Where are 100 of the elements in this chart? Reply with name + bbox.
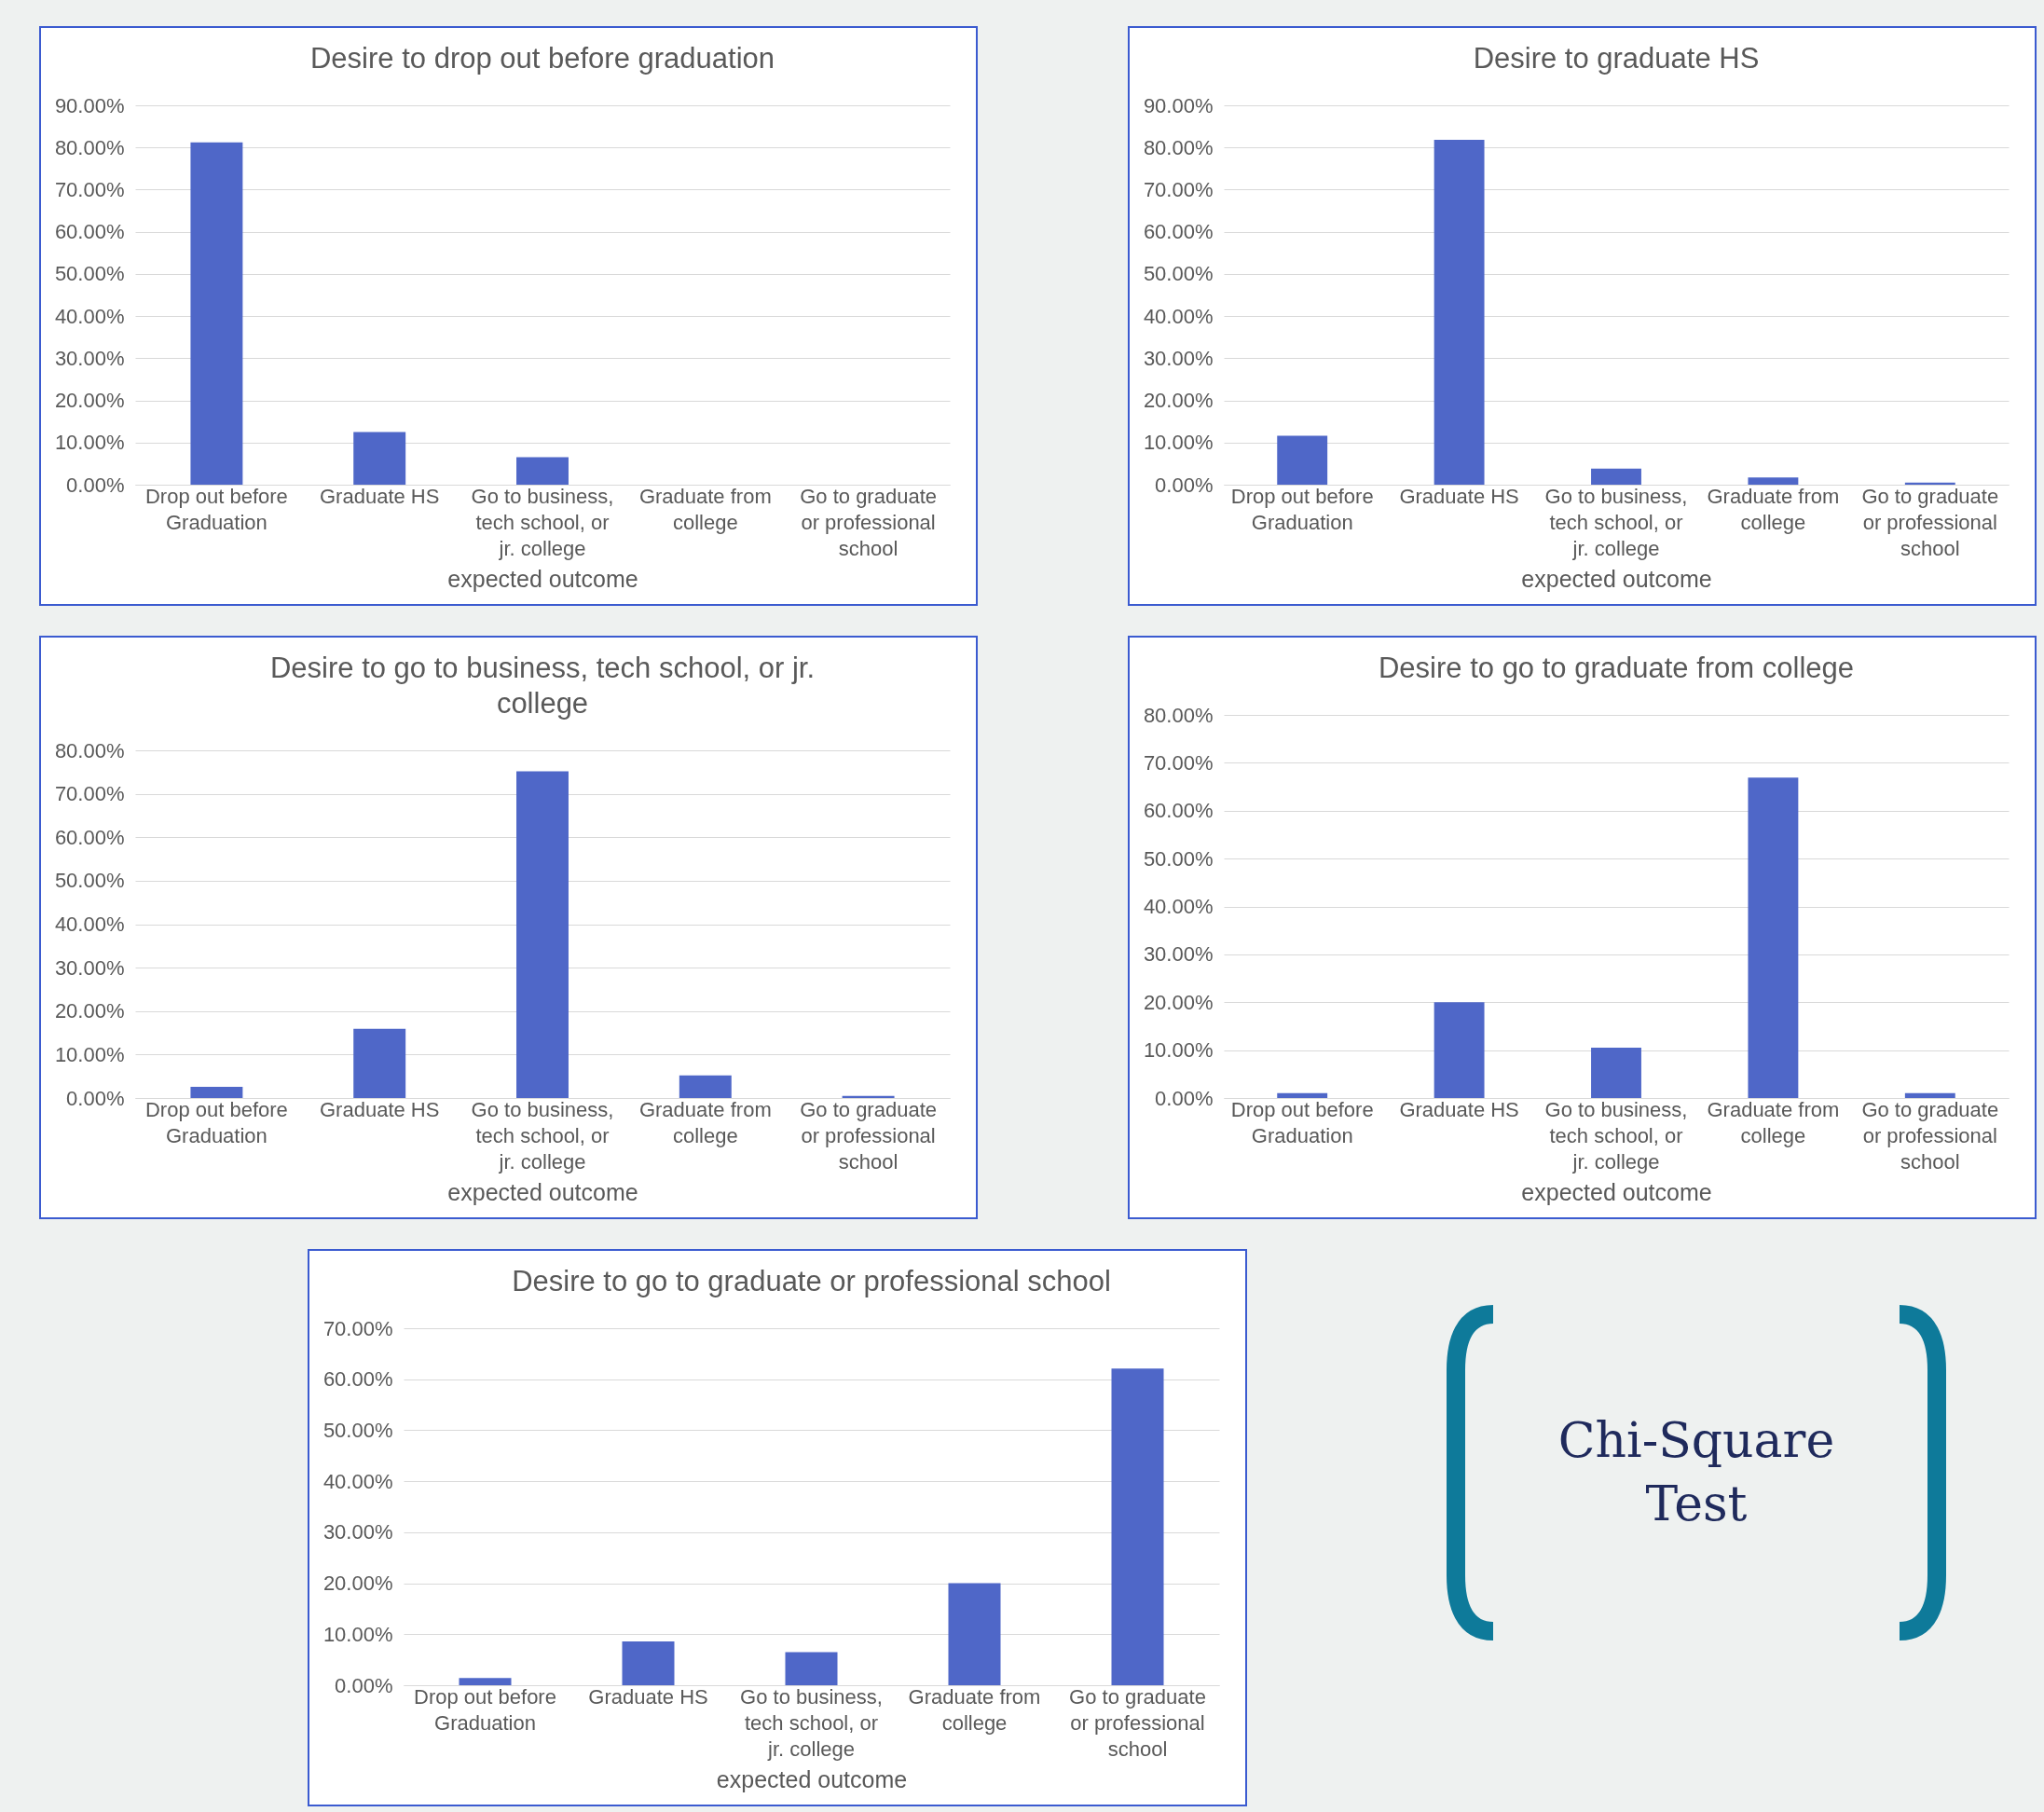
bar: [785, 1652, 838, 1685]
bar: [1591, 468, 1641, 485]
y-tick-label: 60.00%: [1143, 220, 1214, 244]
x-axis-title: expected outcome: [1521, 565, 1712, 592]
y-tick-label: 80.00%: [1143, 135, 1214, 159]
y-tick-label: 40.00%: [1143, 304, 1214, 328]
bar: [1591, 1048, 1641, 1098]
bar: [459, 1678, 512, 1685]
x-tick-label: Go to business, tech school, or jr. college: [471, 1097, 614, 1174]
x-tick-label: Graduate HS: [1399, 484, 1519, 508]
y-tick-label: 20.00%: [54, 999, 125, 1023]
chart-title: Desire to drop out before graduation: [309, 42, 775, 75]
x-tick-label: Drop out before Graduation: [1230, 1097, 1374, 1147]
bar: [516, 771, 569, 1098]
y-tick-label: 80.00%: [54, 738, 125, 762]
y-tick-label: 80.00%: [1143, 703, 1214, 727]
x-tick-label: Graduate HS: [588, 1684, 708, 1709]
x-axis-title: expected outcome: [447, 1178, 638, 1205]
x-axis-title: expected outcome: [447, 565, 638, 592]
chart-title: Desire to go to business, tech school, or jr. college: [269, 652, 816, 720]
y-tick-label: 30.00%: [54, 955, 125, 980]
y-tick-label: 0.00%: [1155, 473, 1214, 497]
bar: [190, 142, 243, 485]
y-tick-label: 60.00%: [322, 1367, 393, 1392]
y-tick-label: 0.00%: [335, 1673, 393, 1697]
y-tick-label: 50.00%: [54, 262, 125, 286]
x-axis-title: expected outcome: [716, 1765, 908, 1792]
y-tick-label: 90.00%: [1143, 93, 1214, 117]
y-tick-label: 20.00%: [54, 389, 125, 413]
x-tick-label: Go to graduate or professional school: [800, 484, 937, 560]
bar: [353, 1028, 406, 1098]
y-tick-label: 50.00%: [322, 1418, 393, 1442]
x-tick-label: Go to graduate or professional school: [800, 1097, 937, 1174]
x-tick-label: Graduate from college: [638, 1097, 772, 1147]
bar: [353, 432, 406, 485]
y-tick-label: 70.00%: [1143, 750, 1214, 775]
chart-title: Desire to go to graduate or professional school: [512, 1265, 1111, 1297]
x-tick-label: Graduate HS: [1399, 1097, 1519, 1121]
x-tick-label: Go to graduate or professional school: [1069, 1684, 1206, 1761]
chart-title: Desire to go to graduate from college: [1378, 652, 1855, 684]
y-tick-label: 0.00%: [1155, 1086, 1214, 1110]
x-tick-label: Go to business, tech school, or jr. college: [1544, 484, 1688, 560]
bar: [948, 1583, 1001, 1685]
y-tick-label: 90.00%: [54, 93, 125, 117]
x-tick-label: Graduate from college: [1707, 484, 1840, 534]
bar: [1111, 1368, 1164, 1685]
y-tick-label: 60.00%: [54, 825, 125, 849]
x-tick-label: Go to graduate or professional school: [1861, 1097, 1999, 1174]
x-tick-label: Go to business, tech school, or jr. college: [471, 484, 614, 560]
y-tick-label: 10.00%: [322, 1622, 393, 1646]
x-tick-label: Go to business, tech school, or jr. college: [740, 1684, 883, 1761]
bar: [679, 1075, 732, 1098]
bar: [190, 1086, 243, 1098]
y-tick-label: 20.00%: [1143, 389, 1214, 413]
y-tick-label: 10.00%: [1143, 431, 1214, 455]
y-tick-label: 40.00%: [54, 304, 125, 328]
x-tick-label: Drop out before Graduation: [1230, 484, 1374, 534]
bar: [1748, 777, 1799, 1098]
y-tick-label: 80.00%: [54, 135, 125, 159]
x-tick-label: Go to business, tech school, or jr. college: [1544, 1097, 1688, 1174]
y-tick-label: 50.00%: [54, 869, 125, 893]
y-tick-label: 0.00%: [66, 1086, 125, 1110]
bar: [1277, 435, 1328, 485]
y-tick-label: 20.00%: [1143, 990, 1214, 1014]
y-tick-label: 40.00%: [1143, 895, 1214, 918]
y-tick-label: 70.00%: [54, 782, 125, 806]
y-tick-label: 10.00%: [1143, 1038, 1214, 1063]
y-tick-label: 30.00%: [1143, 346, 1214, 370]
x-axis-title: expected outcome: [1521, 1178, 1712, 1205]
bar: [1904, 1092, 1955, 1098]
x-tick-label: Graduate HS: [320, 484, 440, 508]
y-tick-label: 40.00%: [54, 913, 125, 936]
x-tick-label: Drop out before Graduation: [144, 1097, 288, 1147]
y-tick-label: 30.00%: [54, 346, 125, 370]
x-tick-label: Go to graduate or professional school: [1861, 484, 1999, 560]
bar: [1748, 477, 1799, 485]
y-tick-label: 10.00%: [54, 431, 125, 455]
x-tick-label: Graduate HS: [320, 1097, 440, 1121]
y-tick-label: 50.00%: [1143, 846, 1214, 871]
x-tick-label: Drop out before Graduation: [144, 484, 288, 534]
bar: [516, 457, 569, 485]
y-tick-label: 70.00%: [322, 1316, 393, 1340]
x-tick-label: Drop out before Graduation: [414, 1684, 556, 1735]
bar: [622, 1640, 675, 1685]
x-tick-label: Graduate from college: [908, 1684, 1041, 1735]
bar: [1434, 140, 1485, 485]
chart-title: Desire to graduate HS: [1473, 42, 1760, 75]
y-tick-label: 50.00%: [1143, 262, 1214, 286]
x-tick-label: Graduate from college: [1707, 1097, 1840, 1147]
y-tick-label: 70.00%: [1143, 177, 1214, 201]
y-tick-label: 30.00%: [1143, 942, 1214, 967]
x-tick-label: Graduate from college: [638, 484, 772, 534]
bar: [1277, 1092, 1328, 1098]
text: Chi-Square Test: [1557, 1411, 1836, 1533]
y-tick-label: 30.00%: [322, 1520, 393, 1544]
y-tick-label: 20.00%: [322, 1572, 393, 1596]
y-tick-label: 10.00%: [54, 1042, 125, 1066]
y-tick-label: 70.00%: [54, 177, 125, 201]
y-tick-label: 0.00%: [66, 473, 125, 497]
y-tick-label: 40.00%: [322, 1469, 393, 1493]
